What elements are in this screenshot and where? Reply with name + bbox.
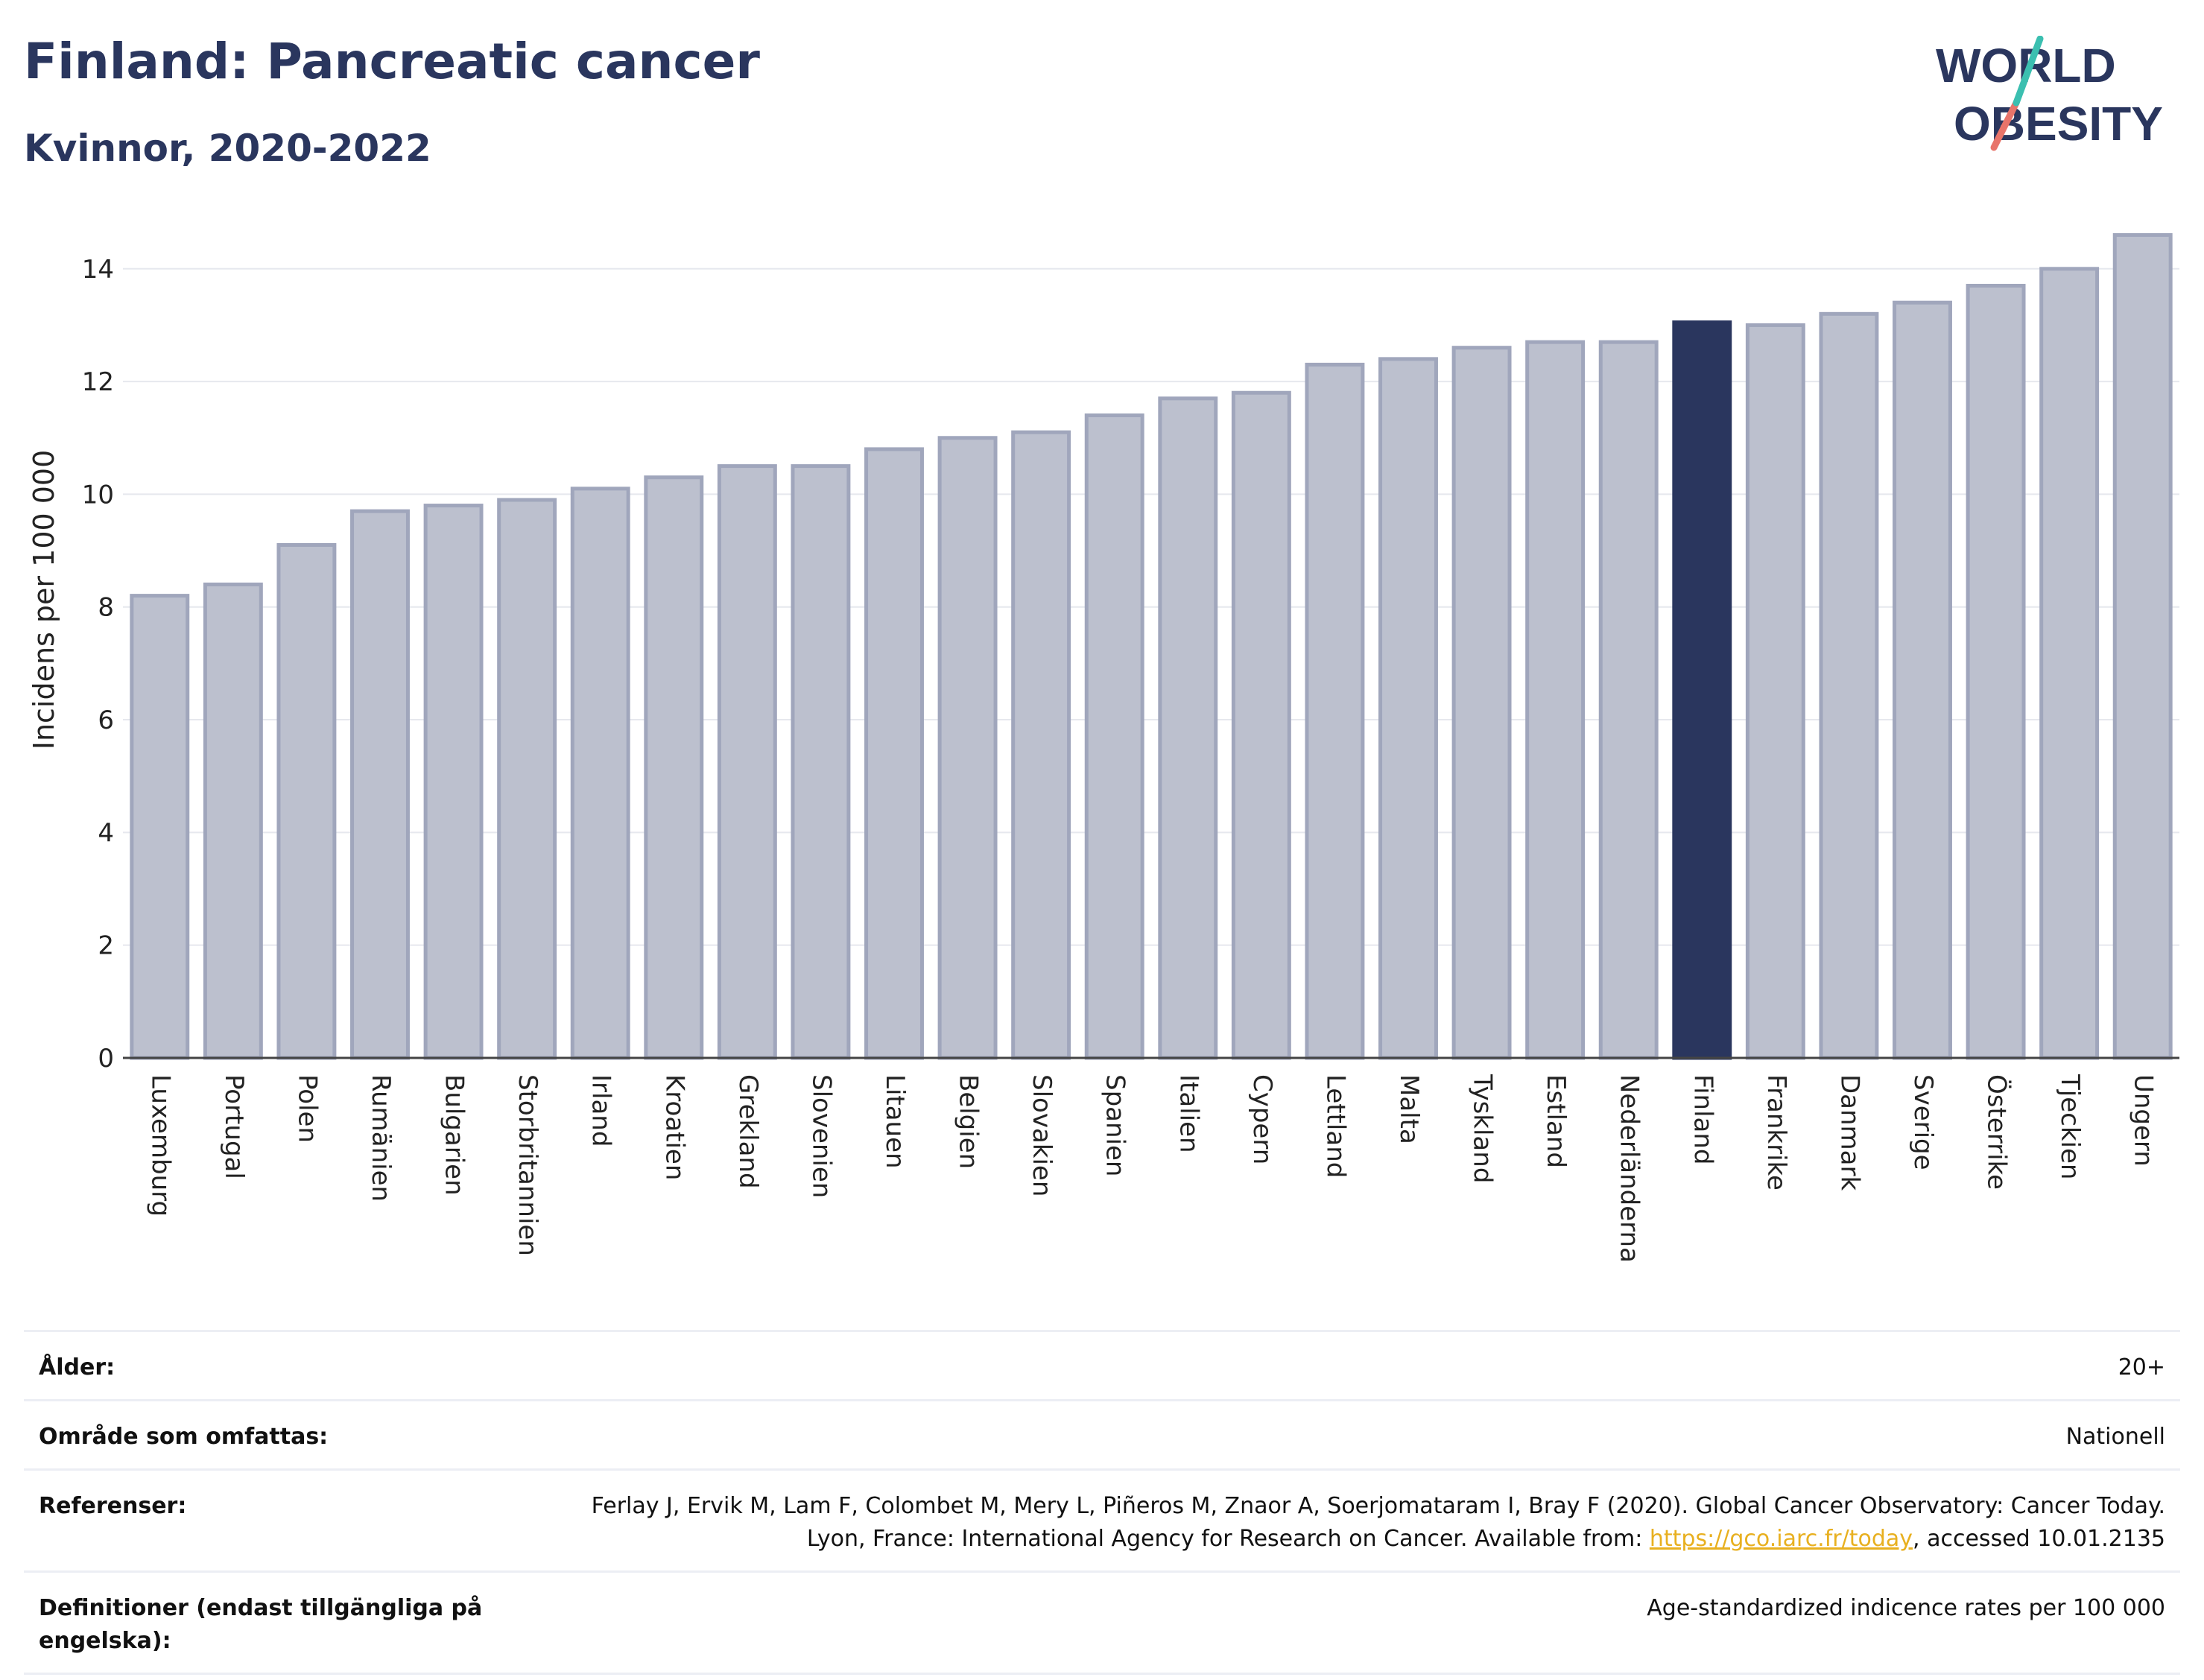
bar-slovenien[interactable] (791, 464, 851, 1060)
chart-title: Finland: Pancreatic cancer (24, 33, 760, 90)
y-tick-label: 0 (98, 1044, 114, 1074)
world-obesity-logo: WORLD OBESITY (1936, 36, 2163, 151)
y-tick-label: 6 (98, 706, 114, 735)
bars (130, 232, 2173, 1060)
y-tick-label: 4 (98, 818, 114, 848)
bar-luxemburg[interactable] (130, 594, 190, 1060)
axes: 0 2 4 6 8 10 12 14 Luxemburg Portugal Polen Rumänie… (82, 255, 2179, 1263)
y-axis-title: Incidens per 100 000 (28, 450, 60, 750)
bar-storbritannien[interactable] (497, 498, 557, 1060)
x-tick-label: Portugal (219, 1074, 249, 1179)
meta-value: Ferlay J, Ervik M, Lam F, Colombet M, Me… (591, 1493, 2165, 1552)
bar-sverige[interactable] (1893, 300, 1952, 1060)
x-tick-label: Litauen (880, 1074, 910, 1169)
bar-österrike[interactable] (1966, 283, 2026, 1060)
meta-value: 20+ (2118, 1354, 2165, 1381)
bar-italien[interactable] (1158, 396, 1218, 1060)
chart-subtitle: Kvinnor, 2020-2022 (24, 127, 431, 170)
bar-belgien[interactable] (937, 436, 998, 1060)
meta-key: Ålder: (39, 1354, 115, 1381)
meta-row-definitions: Definitioner (endast tillgängliga på eng… (24, 1573, 2180, 1675)
svg-text:OBESITY: OBESITY (1954, 97, 2163, 150)
x-tick-label: Italien (1174, 1074, 1203, 1153)
y-tick-label: 12 (82, 367, 114, 397)
x-tick-label: Ungern (2129, 1074, 2159, 1167)
reference-link[interactable]: https://gco.iarc.fr/today (1649, 1526, 1913, 1552)
x-tick-label: Österrike (1982, 1074, 2013, 1190)
y-tick-label: 10 (82, 480, 114, 510)
bar-malta[interactable] (1378, 357, 1438, 1060)
bar-litauen[interactable] (864, 447, 924, 1060)
bar-chart: 0 2 4 6 8 10 12 14 Luxemburg Portugal Polen Rumänie… (28, 232, 2179, 1263)
meta-row-age: Ålder: 20+ (24, 1332, 2180, 1401)
x-tick-label: Slovenien (806, 1074, 836, 1198)
x-tick-label: Cypern (1247, 1074, 1277, 1164)
bar-danmark[interactable] (1819, 311, 1879, 1060)
x-tick-label: Polen (292, 1074, 322, 1143)
x-tick-label: Rumänien (366, 1074, 396, 1202)
bar-rumänien[interactable] (350, 509, 410, 1060)
x-tick-label: Slovakien (1027, 1074, 1057, 1196)
x-tick-label: Tyskland (1468, 1074, 1498, 1183)
x-tick-label: Estland (1541, 1074, 1571, 1168)
meta-row-references: Referenser: Ferlay J, Ervik M, Lam F, Co… (24, 1471, 2180, 1573)
x-tick-label: Storbritannien (513, 1074, 542, 1256)
x-tick-label: Danmark (1834, 1074, 1864, 1191)
y-tick-label: 8 (98, 593, 114, 623)
bar-nederländerna[interactable] (1598, 340, 1659, 1060)
meta-value: Nationell (2065, 1424, 2165, 1450)
bar-cypern[interactable] (1231, 390, 1291, 1060)
x-tick-label: Luxemburg (145, 1074, 175, 1217)
meta-value: Age-standardized indicence rates per 100… (1647, 1595, 2165, 1621)
bar-ungern[interactable] (2112, 232, 2173, 1060)
x-tick-label: Irland (586, 1074, 616, 1147)
bar-polen[interactable] (276, 543, 337, 1060)
x-tick-label: Finland (1688, 1074, 1717, 1165)
bar-spanien[interactable] (1084, 413, 1144, 1060)
meta-key: Definitioner (endast tillgängliga på eng… (39, 1595, 483, 1654)
x-tick-label: Belgien (954, 1074, 984, 1169)
x-tick-label: Spanien (1101, 1074, 1130, 1176)
y-tick-label: 14 (82, 255, 114, 285)
bar-irland[interactable] (570, 486, 630, 1060)
x-tick-label: Malta (1394, 1074, 1424, 1144)
bar-lettland[interactable] (1305, 362, 1365, 1060)
bar-tyskland[interactable] (1451, 346, 1512, 1060)
bar-estland[interactable] (1525, 340, 1586, 1060)
meta-key: Område som omfattas: (39, 1424, 329, 1450)
meta-row-area: Område som omfattas: Nationell (24, 1401, 2180, 1471)
x-tick-label: Tjeckien (2055, 1074, 2085, 1179)
x-tick-label: Lettland (1320, 1074, 1350, 1178)
bar-tjeckien[interactable] (2039, 267, 2100, 1060)
x-tick-label: Nederländerna (1615, 1074, 1644, 1263)
x-tick-label: Frankrike (1761, 1074, 1791, 1191)
bar-kroatien[interactable] (644, 475, 704, 1060)
meta-key: Referenser: (39, 1493, 187, 1519)
metadata-table: Ålder: 20+ Område som omfattas: Nationel… (24, 1330, 2180, 1675)
bar-portugal[interactable] (203, 582, 263, 1060)
x-tick-label: Bulgarien (440, 1074, 469, 1196)
bar-bulgarien[interactable] (423, 504, 484, 1060)
bar-finland[interactable] (1672, 320, 1732, 1060)
bar-slovakien[interactable] (1011, 430, 1071, 1060)
x-tick-label: Grekland (733, 1074, 763, 1189)
bar-frankrike[interactable] (1745, 323, 1805, 1060)
x-tick-label: Sverige (1908, 1074, 1938, 1170)
bar-grekland[interactable] (717, 464, 777, 1060)
x-tick-label: Kroatien (659, 1074, 689, 1180)
y-tick-label: 2 (98, 931, 114, 961)
